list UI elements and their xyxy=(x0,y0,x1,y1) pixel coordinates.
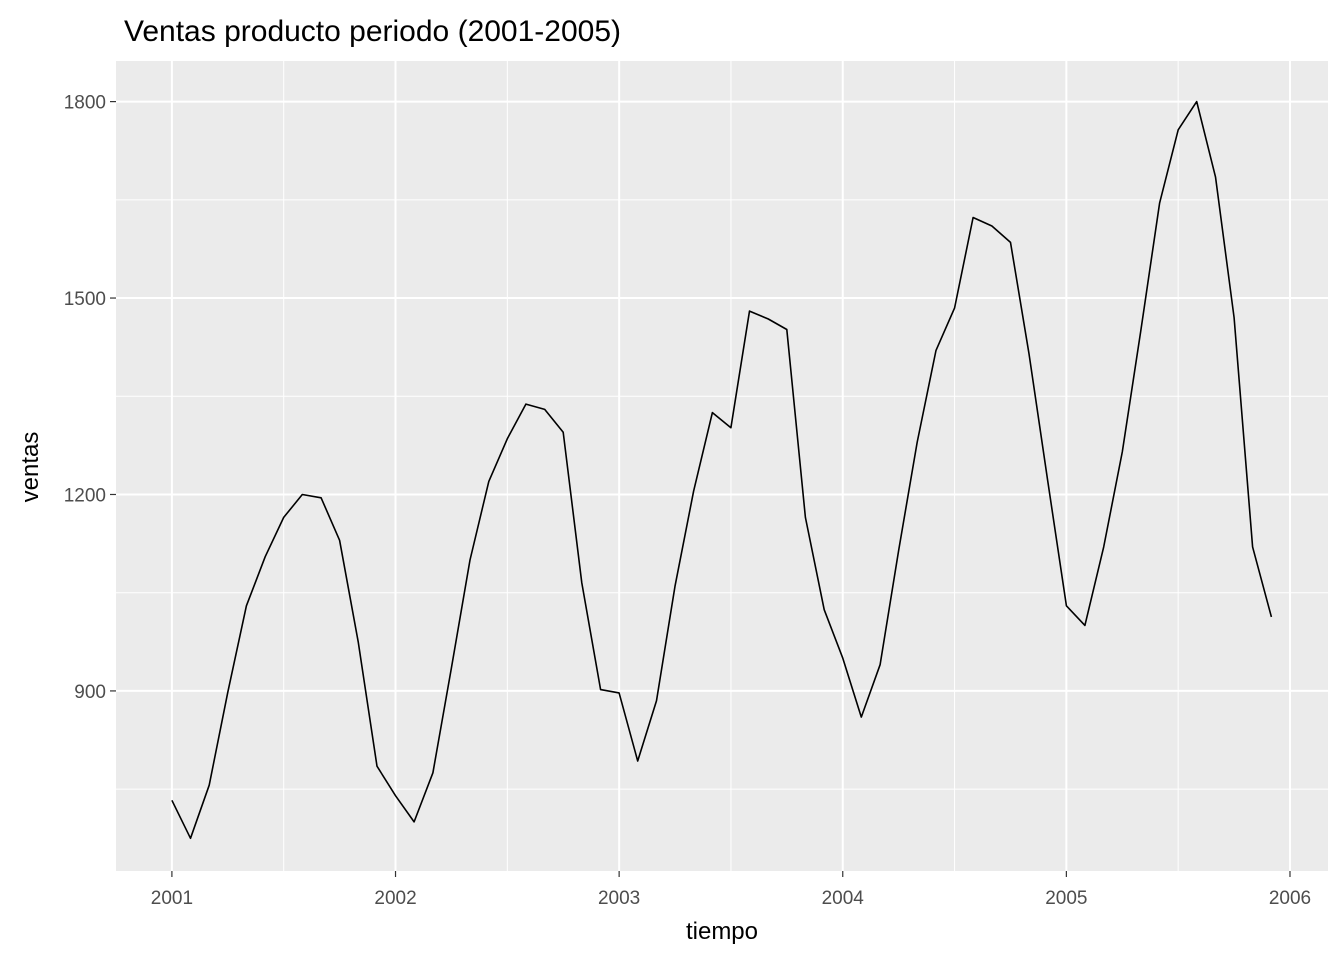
plot-panel xyxy=(116,61,1328,871)
x-tick-label: 2001 xyxy=(151,888,193,909)
y-axis-title: ventas xyxy=(17,432,44,503)
series-line xyxy=(171,100,1273,840)
x-tick-label: 2004 xyxy=(822,888,865,909)
x-tick-label: 2003 xyxy=(598,888,640,909)
y-tick-label: 1500 xyxy=(64,289,106,310)
x-tick-label: 2005 xyxy=(1045,888,1087,909)
x-axis-ticks: 2001 2002 2003 2004 2005 2006 xyxy=(151,871,1311,909)
minor-gridlines xyxy=(116,61,1328,871)
y-tick-label: 1800 xyxy=(64,93,106,114)
x-axis-title: tiempo xyxy=(686,918,758,945)
x-tick-label: 2002 xyxy=(374,888,416,909)
major-gridlines xyxy=(116,61,1328,871)
x-tick-label: 2006 xyxy=(1269,888,1311,909)
y-tick-label: 1200 xyxy=(64,485,106,506)
chart-title: Ventas producto periodo (2001-2005) xyxy=(124,15,621,48)
y-axis-ticks: 900 1200 1500 1800 xyxy=(64,93,116,703)
y-tick-label: 900 xyxy=(74,682,106,703)
